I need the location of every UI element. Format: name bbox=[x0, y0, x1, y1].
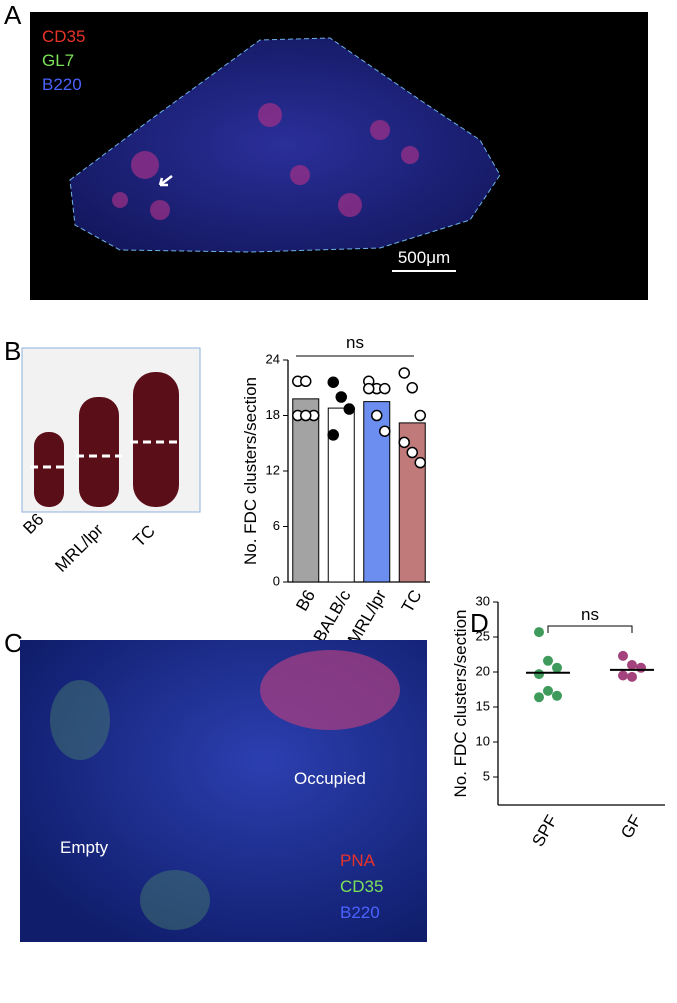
panel-letter: A bbox=[4, 0, 22, 30]
x-tick-label: B6 bbox=[292, 587, 319, 615]
data-point bbox=[300, 375, 312, 388]
y-axis-label: No. FDC clusters/section bbox=[451, 610, 470, 798]
y-tick-label: 20 bbox=[476, 663, 490, 678]
y-tick-label: 10 bbox=[476, 733, 490, 748]
data-point bbox=[636, 662, 646, 673]
spleen-label: MRL/lpr bbox=[51, 520, 107, 576]
data-point bbox=[379, 382, 391, 395]
x-tick-label: GF bbox=[617, 812, 645, 842]
data-point bbox=[627, 671, 637, 682]
panel-letter: B bbox=[4, 336, 21, 366]
data-point bbox=[543, 655, 553, 666]
data-point bbox=[534, 669, 544, 680]
data-point bbox=[371, 409, 383, 422]
stain-label: PNA bbox=[340, 851, 376, 870]
x-tick-label: SPF bbox=[528, 812, 561, 850]
stain-label: CD35 bbox=[340, 877, 383, 896]
data-point bbox=[618, 670, 628, 681]
y-tick-label: 15 bbox=[476, 698, 490, 713]
data-point bbox=[398, 367, 410, 379]
y-tick-label: 25 bbox=[476, 628, 490, 643]
data-point bbox=[627, 660, 637, 670]
stain-label: GL7 bbox=[42, 51, 74, 70]
y-tick-label: 12 bbox=[266, 462, 280, 477]
y-tick-label: 5 bbox=[483, 768, 490, 783]
region-label: Occupied bbox=[294, 769, 366, 788]
follicle bbox=[50, 680, 110, 760]
data-point bbox=[300, 409, 312, 422]
cut-lines bbox=[30, 440, 182, 469]
data-point bbox=[363, 382, 375, 395]
panel-letter: D bbox=[470, 608, 489, 638]
data-point bbox=[379, 425, 391, 437]
data-point bbox=[543, 685, 553, 696]
data-point bbox=[552, 690, 562, 701]
bracket bbox=[547, 625, 633, 633]
data-point bbox=[552, 662, 562, 673]
data-point bbox=[406, 446, 418, 459]
follicles bbox=[112, 103, 419, 220]
spleen-label: B6 bbox=[19, 510, 47, 538]
y-tick-label: 30 bbox=[476, 593, 490, 608]
data-point bbox=[398, 436, 410, 449]
data-point bbox=[414, 456, 426, 469]
follicle bbox=[260, 650, 400, 730]
tissue bbox=[69, 37, 501, 253]
data-point bbox=[618, 650, 628, 661]
stain-label: B220 bbox=[42, 75, 82, 94]
panel-letter: C bbox=[4, 628, 23, 658]
spleen-label: TC bbox=[129, 521, 158, 550]
data-point bbox=[534, 627, 544, 638]
scale-label: 500μm bbox=[398, 248, 450, 267]
y-tick-label: 18 bbox=[266, 407, 280, 422]
y-tick-label: 0 bbox=[273, 573, 280, 588]
bar bbox=[292, 398, 320, 583]
data-point bbox=[335, 391, 347, 403]
scatter-chart: 5 10 15 20 25 30 No. FDC clusters/section SPF GF… bbox=[451, 593, 665, 850]
data-point bbox=[343, 403, 355, 415]
stain-label: CD35 bbox=[42, 27, 85, 46]
region-label: Empty bbox=[60, 838, 109, 857]
data-point bbox=[534, 692, 544, 703]
follicle bbox=[140, 870, 210, 930]
data-point bbox=[327, 429, 339, 441]
x-tick-label: TC bbox=[398, 587, 426, 616]
y-axis-label: No. FDC clusters/section bbox=[241, 377, 260, 565]
stain-label: B220 bbox=[340, 903, 380, 922]
arrow bbox=[158, 175, 173, 187]
annotation: ns bbox=[346, 333, 364, 352]
data-point bbox=[406, 382, 418, 394]
data-point bbox=[327, 376, 339, 388]
y-tick-label: 6 bbox=[273, 518, 280, 533]
data-point bbox=[414, 409, 426, 422]
spleens bbox=[34, 372, 179, 507]
annotation: ns bbox=[581, 605, 599, 624]
y-tick-label: 24 bbox=[266, 351, 280, 366]
